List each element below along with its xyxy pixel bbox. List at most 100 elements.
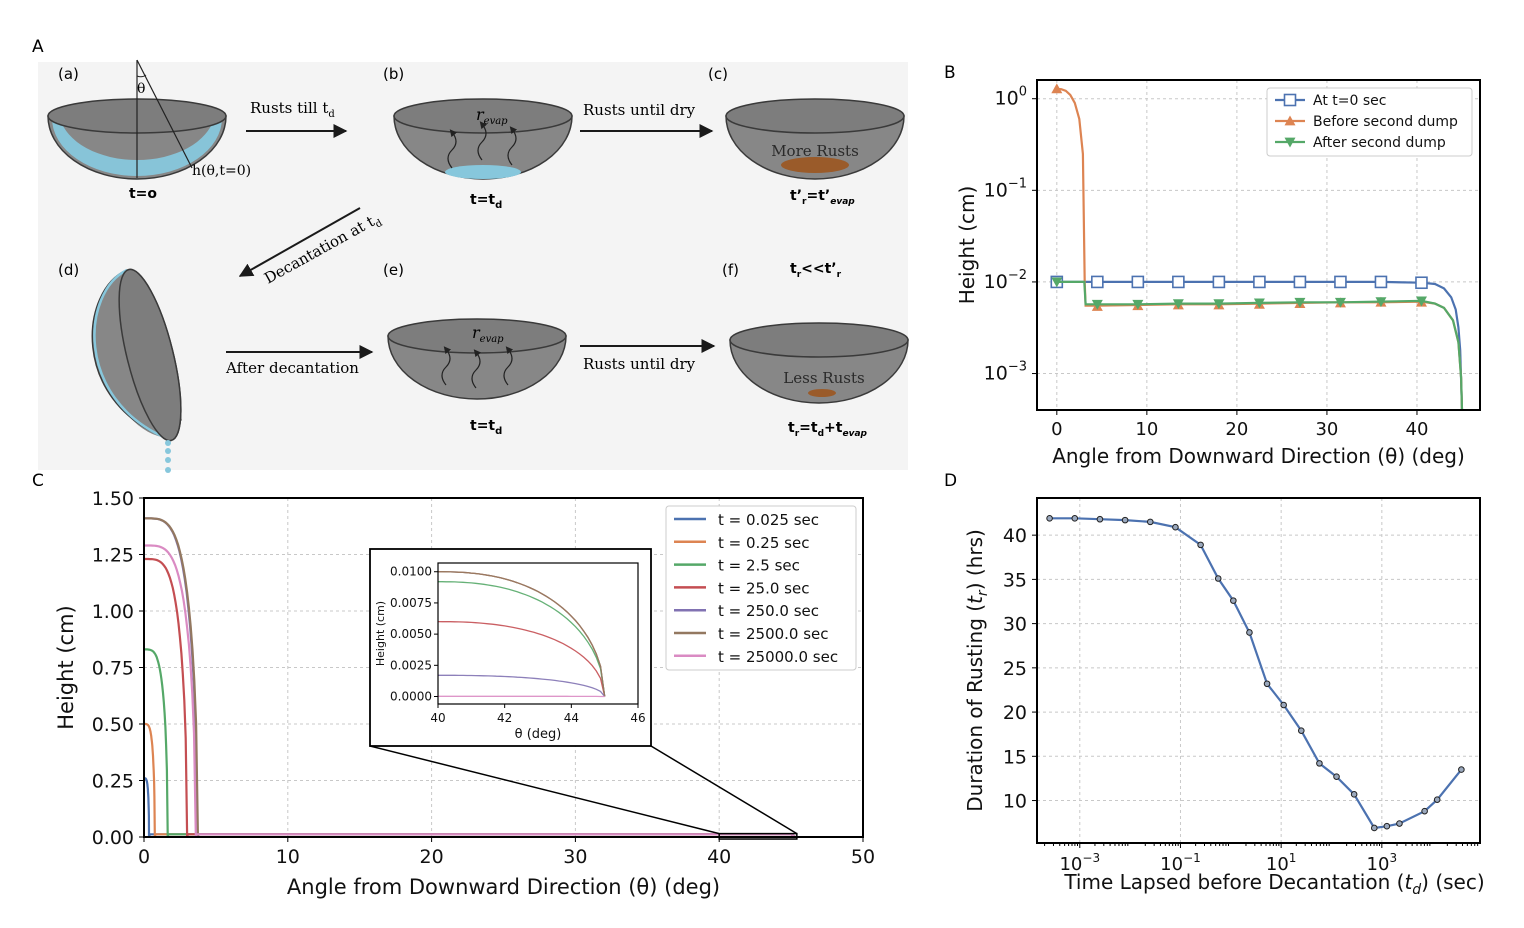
plot-frame <box>143 497 864 838</box>
label-a: (a) <box>58 65 79 83</box>
time-label-a: t=o <box>129 186 157 202</box>
data-point <box>1246 629 1253 636</box>
data-point <box>1230 597 1237 604</box>
inset-x-axis-label: θ (deg) <box>515 727 562 742</box>
bowl-c-text: More Rusts <box>771 142 859 160</box>
series-line <box>144 648 796 838</box>
bowl-e <box>387 318 567 400</box>
data-point <box>1396 820 1403 827</box>
legend-label: t = 25000.0 sec <box>718 648 838 666</box>
y-tick-label: 10 <box>1003 791 1027 813</box>
y-axis-label: Height (cm) <box>955 186 979 305</box>
data-point <box>1374 275 1388 289</box>
data-point <box>1197 541 1204 549</box>
chart-c: 0 10 20 30 40 50 0.00 0.25 0.50 0.75 1.00 1.25 1.50 A… <box>54 488 875 899</box>
data-point <box>1421 807 1428 815</box>
time-label-b: t=td <box>470 192 502 211</box>
x-tick-label: 50 <box>851 846 875 868</box>
data-point <box>1091 275 1104 289</box>
plot-frame <box>1036 79 1481 411</box>
legend-marker <box>1284 137 1296 148</box>
series-line <box>1049 517 1463 830</box>
data-point <box>1334 297 1346 308</box>
data-point <box>1297 727 1305 734</box>
data-point <box>1132 299 1144 310</box>
y-tick-label: 1.25 <box>92 545 134 567</box>
height-label: h(θ,t=0) <box>192 163 251 179</box>
y-tick-label: 35 <box>1003 569 1027 591</box>
data-point <box>1293 275 1307 289</box>
bowl-f <box>729 322 909 404</box>
zoom-box <box>718 832 798 840</box>
x-tick-label: 0 <box>138 846 150 868</box>
data-point <box>1046 515 1053 522</box>
inset-y-tick-label: 0.0050 <box>390 627 432 641</box>
bowl-f-text: Less Rusts <box>783 369 864 387</box>
legend-label: t = 250.0 sec <box>718 602 819 620</box>
legend-label: t = 0.025 sec <box>718 511 819 529</box>
data-point <box>1433 796 1441 803</box>
data-point <box>1051 83 1063 94</box>
inset-series-line <box>437 620 606 697</box>
x-tick-label: 20 <box>420 846 444 868</box>
inset-x-tick-label: 42 <box>497 711 512 725</box>
zoom-connector <box>369 745 720 835</box>
y-tick-label: 10−2 <box>984 268 1027 293</box>
x-axis-label: Time Lapsed before Decantation (td) (sec… <box>1063 870 1484 898</box>
time-label-f: tr=td+tevap <box>788 420 868 439</box>
y-tick-label: 10−1 <box>984 176 1027 201</box>
inset-plot-frame <box>437 562 639 705</box>
data-point <box>1253 275 1266 289</box>
y-tick-label: 100 <box>995 85 1027 110</box>
y-tick-label: 0.75 <box>92 658 134 680</box>
x-axis-label: Angle from Downward Direction (θ) (deg) <box>1052 444 1465 468</box>
bowl-b <box>393 98 573 180</box>
x-tick-label: 40 <box>1406 419 1429 440</box>
data-point <box>1350 791 1358 798</box>
arrow-decantation <box>238 207 361 277</box>
x-tick-label: 101 <box>1266 851 1297 875</box>
legend-label: After second dump <box>1313 135 1446 151</box>
legend-box <box>1266 87 1473 157</box>
y-axis-label: Height (cm) <box>54 605 78 729</box>
y-tick-label: 40 <box>1003 525 1027 547</box>
y-tick-label: 0.00 <box>92 827 134 849</box>
data-point <box>1458 766 1465 773</box>
compare-label-f: tr<<t’r <box>790 261 842 280</box>
label-b: (b) <box>383 65 404 83</box>
y-tick-label: 15 <box>1003 746 1027 768</box>
legend-marker <box>1284 115 1296 126</box>
y-tick-label: 10−3 <box>984 360 1027 385</box>
x-tick-label: 10−1 <box>1160 851 1201 875</box>
data-point <box>1214 575 1222 582</box>
time-label-c: t’r=t’evap <box>790 188 855 207</box>
y-axis-label: Duration of Rusting (tr) (hrs) <box>963 529 991 812</box>
series-line <box>144 517 796 838</box>
data-point <box>1131 275 1145 289</box>
panel-c-letter: C <box>32 471 44 491</box>
series-line <box>144 722 796 838</box>
arrow-label-rusts-until-dry-1: Rusts until dry <box>583 101 696 119</box>
data-point <box>1370 824 1378 832</box>
bowl-d-tilted <box>91 268 182 473</box>
data-point <box>1316 760 1323 767</box>
arrow-label-after-decantation: After decantation <box>225 359 359 377</box>
y-tick-label: 30 <box>1003 614 1027 636</box>
inset-y-tick-label: 0.0025 <box>390 658 432 672</box>
inset-y-tick-label: 0.0000 <box>390 690 432 704</box>
x-axis-label: Angle from Downward Direction (θ) (deg) <box>287 875 720 899</box>
chart-b: 0 10 20 30 40 100 10−1 10−2 10−3 Angle from Downw… <box>955 79 1481 468</box>
bowl-c <box>725 98 905 180</box>
inset-x-tick-label: 46 <box>630 711 645 725</box>
legend-label: t = 2500.0 sec <box>718 625 829 643</box>
label-e: (e) <box>383 261 404 279</box>
data-point <box>1146 518 1154 526</box>
legend-label: t = 2.5 sec <box>718 557 800 575</box>
y-tick-label: 20 <box>1003 702 1027 724</box>
panel-a-letter: A <box>32 37 44 57</box>
y-tick-label: 1.00 <box>92 601 134 623</box>
x-tick-label: 10 <box>276 846 300 868</box>
x-tick-label: 20 <box>1225 419 1248 440</box>
y-tick-label: 0.25 <box>92 771 134 793</box>
